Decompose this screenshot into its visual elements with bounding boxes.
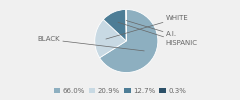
- Text: BLACK: BLACK: [37, 36, 144, 51]
- Text: WHITE: WHITE: [106, 15, 188, 39]
- Wedge shape: [103, 10, 126, 41]
- Wedge shape: [95, 19, 126, 58]
- Text: HISPANIC: HISPANIC: [118, 22, 198, 46]
- Text: A.I.: A.I.: [126, 20, 177, 37]
- Wedge shape: [100, 10, 158, 72]
- Legend: 66.0%, 20.9%, 12.7%, 0.3%: 66.0%, 20.9%, 12.7%, 0.3%: [51, 85, 189, 96]
